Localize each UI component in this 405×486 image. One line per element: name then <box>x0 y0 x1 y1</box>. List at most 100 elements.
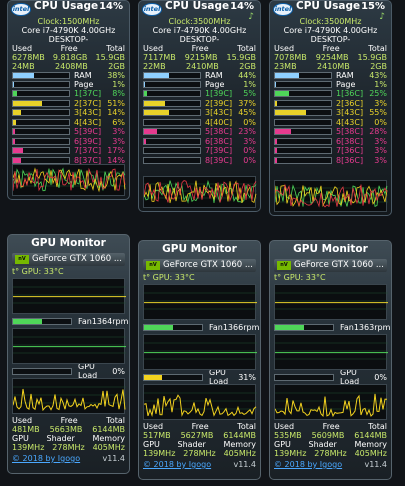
cpu-gadget-2[interactable]: intel CPU Usage 14% ♪ Clock:3500MHz Core… <box>138 0 261 212</box>
gpu-temp: t° GPU: 33°C <box>143 273 195 282</box>
vram-header-used: Used <box>274 422 295 431</box>
mem-used: 7078MB <box>274 53 307 62</box>
ram-value: 38% <box>107 71 125 80</box>
mem-values: 7078MB 9254MB 15.9GB <box>270 53 391 62</box>
gpu-load-graph <box>12 378 126 414</box>
cpu-header: intel CPU Usage 14% ♪ <box>139 1 260 22</box>
music-note-icon: ♪ <box>379 12 385 22</box>
core-list: 1[39C] 5% 2[39C] 37% 3[43C] 45% 4[40C] 0% 5[38C]… <box>139 89 260 165</box>
core-row: 1[37C] 8% <box>8 89 129 99</box>
cpu-title: CPU Usage <box>296 0 361 12</box>
mem-used: 6278MB <box>12 53 45 62</box>
core-value: 14% <box>107 155 125 165</box>
core-label: 8[39C] <box>205 155 233 165</box>
gpu-gadget-1[interactable]: GPU Monitor nV GeForce GTX 1060 ... t° G… <box>7 234 130 474</box>
cpu-history-line <box>275 183 388 208</box>
core-bar <box>274 118 332 126</box>
core-bar <box>274 90 332 98</box>
clock-gpu: 139MHz <box>143 449 176 458</box>
swap-free: 2410MB <box>317 62 350 71</box>
copyright-link[interactable]: © 2018 by Igogo <box>143 460 212 469</box>
gpu-load-bar <box>274 373 334 381</box>
vram-values: 481MB 5663MB 6144MB <box>8 425 129 434</box>
core-label: 1[36C] <box>336 89 364 99</box>
core-label: 7[39C] <box>205 146 233 156</box>
core-row: 2[39C] 37% <box>139 99 260 109</box>
cpu-history-line <box>13 167 126 192</box>
core-value: 3% <box>374 136 387 146</box>
vram-headers: Used Free Total <box>139 422 260 431</box>
core-bar <box>12 90 70 98</box>
core-row: 5[38C] 23% <box>139 127 260 137</box>
core-label: 1[39C] <box>205 89 233 99</box>
core-row: 8[36C] 3% <box>270 156 391 166</box>
clock-header-gpu: GPU <box>274 440 291 449</box>
core-bar <box>274 128 332 136</box>
swap-total: 2GB <box>370 62 387 71</box>
gpu-temp: t° GPU: 33°C <box>274 273 326 282</box>
core-bar <box>143 137 201 145</box>
mem-free: 9254MB <box>315 53 349 62</box>
core-bar <box>143 128 201 136</box>
clock-memory: 405MHz <box>223 449 256 458</box>
cpu-history-graph <box>12 164 126 196</box>
clock-header-shader: Shader <box>46 434 75 443</box>
cpu-gadget-3[interactable]: intel CPU Usage 15% ♪ Clock:3500MHz Core… <box>269 0 392 216</box>
gpu-load-label: GPU Load <box>78 362 98 380</box>
clock-headers: GPU Shader Memory <box>139 440 260 449</box>
vram-total: 6144MB <box>223 431 256 440</box>
core-value: 0% <box>243 117 256 127</box>
core-value: 0% <box>243 146 256 156</box>
core-value: 14% <box>107 108 125 118</box>
fan-value: 1364rpm <box>91 316 129 326</box>
cpu-gadget-1[interactable]: intel CPU Usage 14% Clock:1500MHz Core i… <box>7 0 130 200</box>
cpu-usage-value: 14% <box>99 1 123 12</box>
cpu-usage-value: 15% <box>361 1 385 12</box>
core-row: 7[39C] 0% <box>139 146 260 156</box>
mem-header-free: Free <box>191 44 209 53</box>
gpu-load-value: 0% <box>374 372 387 382</box>
mem-header-total: Total <box>237 44 256 53</box>
cpu-model: Core i7-4790K 4.00GHz <box>152 26 247 35</box>
core-label: 3[43C] <box>74 108 102 118</box>
core-value: 3% <box>374 155 387 165</box>
graph-line <box>144 394 257 417</box>
core-bar <box>12 109 70 117</box>
swap-free: 2410MB <box>186 62 219 71</box>
temp-graph-svg <box>13 286 126 304</box>
gpu-gadget-2[interactable]: GPU Monitor nV GeForce GTX 1060 ... t° G… <box>138 240 261 480</box>
core-bar <box>143 99 201 107</box>
fan-graph-svg <box>13 336 126 354</box>
nvidia-logo-icon: nV <box>15 255 29 264</box>
mem-headers: Used Free Total <box>270 44 391 53</box>
mem-header-total: Total <box>106 44 125 53</box>
core-list: 1[36C] 25% 2[36C] 3% 3[43C] 55% 4[43C] 0% 5[38C]… <box>270 89 391 165</box>
core-value: 37% <box>238 98 256 108</box>
gpu-load-value: 31% <box>238 372 256 382</box>
gpu-footer: © 2018 by Igogo v11.4 <box>8 454 129 463</box>
gpu-footer: © 2018 by Igogo v11.4 <box>139 460 260 469</box>
gpu-name: GeForce GTX 1060 ... <box>163 260 253 270</box>
page-row: Page 1% <box>270 80 391 89</box>
clock-gpu: 139MHz <box>12 443 45 452</box>
core-list: 1[37C] 8% 2[37C] 51% 3[43C] 14% 4[43C] 6% 5[39C]… <box>8 89 129 165</box>
core-row: 8[37C] 14% <box>8 156 129 166</box>
temp-graph <box>12 278 126 314</box>
page-label: Page <box>74 80 94 89</box>
copyright-link[interactable]: © 2018 by Igogo <box>274 460 343 469</box>
cpu-title: CPU Usage <box>34 0 99 12</box>
clock-values: 139MHz 278MHz 405MHz <box>8 443 129 452</box>
gpu-gadget-3[interactable]: GPU Monitor nV GeForce GTX 1060 ... t° G… <box>269 240 392 480</box>
core-bar <box>274 137 332 145</box>
gpu-title: GPU Monitor <box>293 243 368 255</box>
clock-headers: GPU Shader Memory <box>270 440 391 449</box>
mem-header-used: Used <box>143 44 164 53</box>
swap-values: 24MB 2408MB 2GB <box>8 62 129 71</box>
vram-values: 517MB 5627MB 6144MB <box>139 431 260 440</box>
fan-graph <box>12 328 126 364</box>
core-bar <box>12 118 70 126</box>
clock-gpu: 139MHz <box>274 449 307 458</box>
vram-header-used: Used <box>143 422 164 431</box>
copyright-link[interactable]: © 2018 by Igogo <box>12 454 81 463</box>
intel-logo-icon: intel <box>142 3 162 16</box>
